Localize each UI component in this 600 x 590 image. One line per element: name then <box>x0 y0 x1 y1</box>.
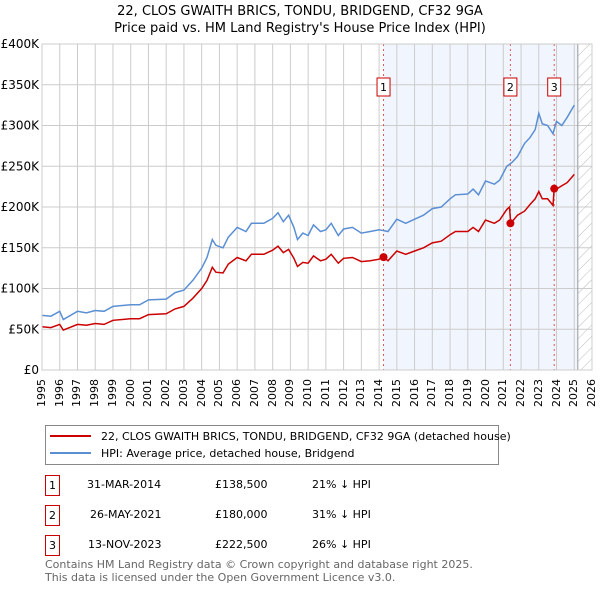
sale-row: 1 31-MAR-2014 £138,500 21% ↓ HPI <box>45 475 445 496</box>
sale-date: 31-MAR-2014 <box>87 478 162 491</box>
hpi-line <box>41 104 575 321</box>
sale-price: £222,500 <box>215 538 268 551</box>
x-tick-label: 2007 <box>247 379 261 407</box>
sale-point <box>550 184 559 193</box>
y-tick-label: £50K <box>8 322 40 336</box>
x-tick-label: 2006 <box>230 379 244 407</box>
sale-date: 13-NOV-2023 <box>88 538 162 551</box>
x-tick-label: 2019 <box>460 379 474 407</box>
y-tick-label: £250K <box>1 159 41 173</box>
x-tick-label: 2020 <box>478 379 492 407</box>
x-tick-label: 2022 <box>514 379 528 407</box>
x-tick-label: 1999 <box>105 379 119 407</box>
x-tick-label: 1997 <box>70 379 84 407</box>
x-tick-label: 2008 <box>265 379 279 407</box>
footer-copyright: Contains HM Land Registry data © Crown c… <box>45 558 473 571</box>
sale-label-box <box>547 77 562 97</box>
sale-label-box <box>376 77 391 97</box>
y-tick-label: £400K <box>1 37 41 51</box>
property-price-line <box>41 173 575 332</box>
legend-item-hpi: HPI: Average price, detached house, Brid… <box>50 445 354 461</box>
sale-number-badge: 3 <box>45 535 60 556</box>
y-tick-label: £200K <box>1 200 41 214</box>
x-tick-label: 2005 <box>212 379 226 407</box>
x-tick-label: 2014 <box>372 379 386 407</box>
x-tick-label: 2009 <box>283 379 297 407</box>
legend-label-property: 22, CLOS GWAITH BRICS, TONDU, BRIDGEND, … <box>101 429 511 443</box>
sale-point <box>379 253 388 262</box>
sale-label: 2 <box>507 81 514 94</box>
x-tick-label: 2010 <box>301 379 315 407</box>
x-tick-label: 2018 <box>443 379 457 407</box>
y-tick-label: £350K <box>1 78 41 92</box>
legend-label-hpi: HPI: Average price, detached house, Brid… <box>101 446 355 460</box>
x-tick-label: 1995 <box>35 379 48 407</box>
chart-title: 22, CLOS GWAITH BRICS, TONDU, BRIDGEND, … <box>117 4 483 19</box>
x-tick-label: 2002 <box>159 379 173 407</box>
x-tick-label: 2015 <box>389 379 403 407</box>
legend: 22, CLOS GWAITH BRICS, TONDU, BRIDGEND, … <box>45 425 511 465</box>
legend-swatch-property <box>50 435 91 437</box>
x-tick-label: 2000 <box>123 379 137 407</box>
sale-number-badge: 2 <box>45 505 60 526</box>
sale-price: £138,500 <box>215 478 268 491</box>
x-tick-label: 2016 <box>407 379 421 407</box>
footer: Contains HM Land Registry data © Crown c… <box>45 558 473 584</box>
sale-row: 2 26-MAY-2021 £180,000 31% ↓ HPI <box>45 505 445 526</box>
y-tick-label: £0 <box>24 363 39 377</box>
legend-item-property: 22, CLOS GWAITH BRICS, TONDU, BRIDGEND, … <box>50 428 511 444</box>
x-tick-label: 2026 <box>585 379 598 407</box>
sale-date: 26-MAY-2021 <box>90 508 162 521</box>
x-tick-label: 2011 <box>318 379 332 407</box>
legend-swatch-hpi <box>50 452 91 454</box>
sale-label: 3 <box>551 81 558 94</box>
sale-label-box <box>503 77 518 97</box>
y-tick-label: £150K <box>1 241 41 255</box>
x-tick-label: 2025 <box>567 379 581 407</box>
sale-label: 1 <box>380 81 387 94</box>
sale-row: 3 13-NOV-2023 £222,500 26% ↓ HPI <box>45 535 445 556</box>
x-tick-label: 2004 <box>194 379 208 407</box>
footer-licence: This data is licensed under the Open Gov… <box>45 571 396 584</box>
sale-price: £180,000 <box>215 508 268 521</box>
x-tick-label: 2023 <box>531 379 545 407</box>
x-tick-label: 1996 <box>52 379 66 407</box>
price-chart: £0 £50K £100K £150K £200K £250K £300K £350K £400… <box>1 37 593 377</box>
chart-subtitle: Price paid vs. HM Land Registry's House … <box>114 21 486 36</box>
x-tick-label: 2003 <box>176 379 190 407</box>
sale-number-badge: 1 <box>45 475 60 496</box>
x-tick-label: 1998 <box>88 379 102 407</box>
x-tick-label: 2001 <box>141 379 155 407</box>
sale-delta: 21% ↓ HPI <box>312 478 371 491</box>
y-tick-label: £100K <box>1 282 41 296</box>
plot-border <box>41 43 593 371</box>
x-tick-label: 2021 <box>496 379 510 407</box>
y-tick-label: £300K <box>1 119 41 133</box>
sale-point <box>506 219 515 228</box>
x-tick-label: 2024 <box>549 379 563 407</box>
x-tick-label: 2013 <box>354 379 368 407</box>
x-tick-label: 2017 <box>425 379 439 407</box>
sale-delta: 26% ↓ HPI <box>312 538 371 551</box>
sale-delta: 31% ↓ HPI <box>312 508 371 521</box>
x-tick-label: 2012 <box>336 379 350 407</box>
